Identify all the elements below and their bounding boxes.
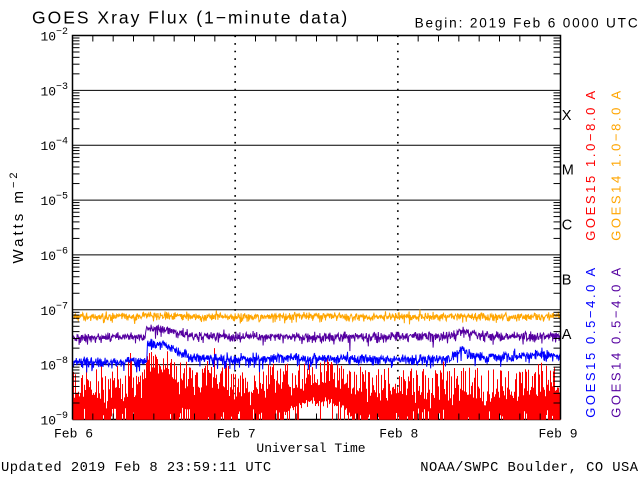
svg-text:−8: −8 <box>56 356 68 367</box>
svg-text:10: 10 <box>41 194 57 209</box>
svg-text:GOES14 0.5−4.0 A: GOES14 0.5−4.0 A <box>609 265 624 418</box>
svg-text:10: 10 <box>41 30 57 45</box>
svg-text:−9: −9 <box>56 411 68 422</box>
svg-text:10: 10 <box>41 84 57 99</box>
svg-text:10: 10 <box>41 359 57 374</box>
svg-text:Feb 7: Feb 7 <box>217 427 256 442</box>
svg-text:−3: −3 <box>56 82 68 93</box>
svg-text:Feb 8: Feb 8 <box>379 427 418 442</box>
svg-text:M: M <box>562 163 574 179</box>
svg-text:10: 10 <box>41 414 57 429</box>
svg-text:−5: −5 <box>56 192 68 203</box>
svg-text:GOES15 0.5−4.0 A: GOES15 0.5−4.0 A <box>583 265 598 418</box>
svg-text:B: B <box>562 272 572 288</box>
svg-text:Universal Time: Universal Time <box>256 441 365 456</box>
svg-text:A: A <box>562 327 572 343</box>
svg-text:−2: −2 <box>56 27 68 38</box>
svg-text:Feb 9: Feb 9 <box>538 427 577 442</box>
svg-text:GOES15 1.0−8.0 A: GOES15 1.0−8.0 A <box>583 88 598 241</box>
svg-text:−4: −4 <box>56 137 68 148</box>
svg-text:NOAA/SWPC Boulder, CO USA: NOAA/SWPC Boulder, CO USA <box>420 460 639 476</box>
svg-text:10: 10 <box>41 249 57 264</box>
svg-text:Begin: 2019 Feb 6 0000 UTC: Begin: 2019 Feb 6 0000 UTC <box>415 16 640 31</box>
svg-text:−6: −6 <box>56 246 68 257</box>
svg-text:−7: −7 <box>56 301 68 312</box>
svg-text:Watts m−2: Watts m−2 <box>8 170 27 264</box>
svg-text:Updated 2019 Feb 8 23:59:11 U: Updated 2019 Feb 8 23:59:11 UTC <box>1 460 272 476</box>
svg-text:GOES Xray Flux (1−minute data): GOES Xray Flux (1−minute data) <box>32 8 349 28</box>
svg-text:X: X <box>562 108 572 124</box>
svg-text:10: 10 <box>41 304 57 319</box>
svg-text:Feb 6: Feb 6 <box>54 427 93 442</box>
svg-text:GOES14 1.0−8.0 A: GOES14 1.0−8.0 A <box>609 88 624 241</box>
svg-text:10: 10 <box>41 139 57 154</box>
svg-text:C: C <box>562 218 572 234</box>
